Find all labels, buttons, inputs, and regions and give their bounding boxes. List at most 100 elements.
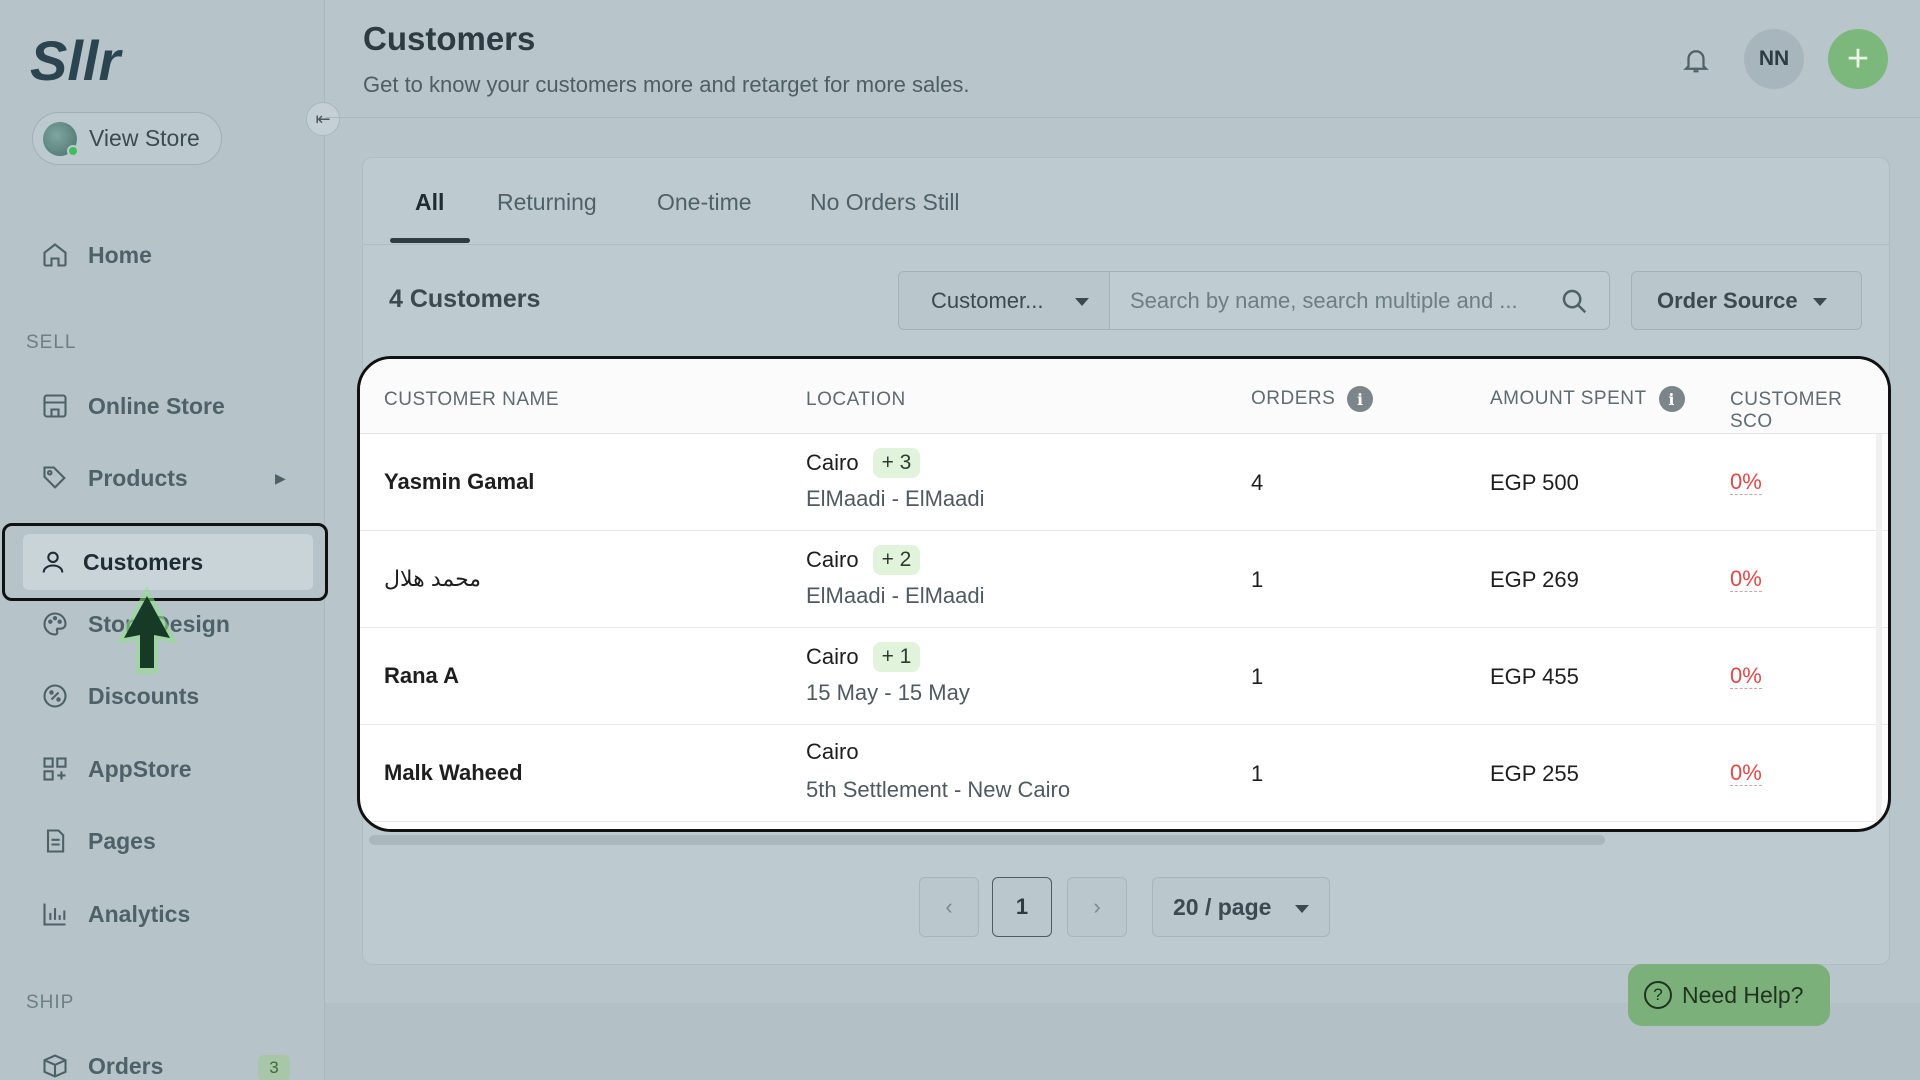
orders-count: 1 — [1251, 664, 1264, 689]
page-number-button[interactable]: 1 — [992, 877, 1052, 937]
page-icon — [38, 824, 72, 858]
customer-score[interactable]: 0% — [1730, 760, 1762, 786]
collapse-sidebar-button[interactable]: ⇤ — [306, 102, 340, 136]
per-page-value: 20 / page — [1173, 893, 1272, 920]
header-divider — [325, 117, 1920, 118]
sllr-logo[interactable]: Sllr — [30, 30, 160, 90]
expand-arrow-icon[interactable]: ▶ — [275, 470, 286, 486]
svg-text:Sllr: Sllr — [30, 30, 123, 90]
sidebar-item-customers-highlight: Customers — [2, 523, 328, 601]
sidebar-item-orders[interactable]: Orders — [38, 1041, 163, 1080]
discount-icon — [38, 679, 72, 713]
apps-icon — [38, 752, 72, 786]
customer-name[interactable]: Yasmin Gamal — [384, 469, 535, 494]
orders-count: 1 — [1251, 761, 1264, 786]
sidebar-item-products[interactable]: Products — [38, 453, 188, 503]
orders-count: 4 — [1251, 470, 1264, 495]
customer-name[interactable]: Rana A — [384, 663, 459, 688]
location-area: ElMaadi - ElMaadi — [806, 486, 985, 511]
column-header-orders[interactable]: ORDERS i — [1251, 386, 1374, 412]
collapse-icon: ⇤ — [315, 108, 331, 129]
sidebar-item-pages[interactable]: Pages — [38, 816, 156, 866]
amount-spent: EGP 255 — [1490, 761, 1579, 786]
sidebar-item-label: Home — [88, 241, 152, 268]
sidebar-item-home[interactable]: Home — [38, 230, 152, 280]
more-locations-chip[interactable]: + 1 — [872, 642, 921, 672]
sidebar-item-label: Pages — [88, 827, 156, 854]
view-store-label: View Store — [89, 125, 200, 151]
bell-icon — [1683, 50, 1709, 73]
sidebar-item-label: Analytics — [88, 900, 191, 927]
amount-spent: EGP 269 — [1490, 567, 1579, 592]
per-page-select[interactable]: 20 / page — [1152, 877, 1330, 937]
tab-all[interactable]: All — [415, 189, 445, 215]
chevron-right-icon: › — [1093, 894, 1101, 919]
table-row[interactable]: محمد هلال Cairo + 2 ElMaadi - ElMaadi 1 … — [360, 531, 1888, 628]
customer-name[interactable]: محمد هلال — [384, 566, 482, 591]
caret-down-icon — [1075, 298, 1089, 306]
search-icon[interactable] — [1559, 286, 1589, 316]
tab-one-time[interactable]: One-time — [657, 189, 752, 215]
table-row[interactable]: Yasmin Gamal Cairo + 3 ElMaadi - ElMaadi… — [360, 434, 1888, 531]
table-row[interactable]: Malk Waheed Cairo 5th Settlement - New C… — [360, 725, 1888, 822]
sidebar-item-online-store[interactable]: Online Store — [38, 381, 225, 431]
search-input[interactable]: Search by name, search multiple and ... — [1109, 271, 1610, 330]
notifications-button[interactable] — [1678, 42, 1714, 78]
page-title: Customers — [363, 20, 536, 57]
online-status-dot — [67, 144, 79, 157]
city-name: Cairo — [806, 450, 859, 475]
horizontal-scrollbar[interactable] — [369, 835, 1605, 845]
location-city: Cairo + 2 — [806, 545, 921, 575]
sidebar-item-customers[interactable]: Customers — [23, 534, 313, 590]
city-name: Cairo — [806, 547, 859, 572]
view-store-button[interactable]: View Store — [32, 112, 222, 165]
tab-returning[interactable]: Returning — [497, 189, 597, 215]
help-label: Need Help? — [1682, 981, 1804, 1008]
customer-filter-select[interactable]: Customer... — [898, 271, 1110, 330]
customers-count: 4 Customers — [389, 285, 541, 313]
tab-no-orders-still[interactable]: No Orders Still — [810, 189, 960, 215]
sidebar: Sllr View Store Home SELL Online Store P… — [0, 0, 328, 1080]
customer-score[interactable]: 0% — [1730, 566, 1762, 592]
table-row[interactable]: Rana A Cairo + 1 15 May - 15 May 1 EGP 4… — [360, 628, 1888, 725]
city-name: Cairo — [806, 739, 859, 764]
city-name: Cairo — [806, 644, 859, 669]
location-city: Cairo — [806, 739, 859, 765]
sidebar-item-discounts[interactable]: Discounts — [38, 671, 199, 721]
column-header-location[interactable]: LOCATION — [806, 389, 906, 410]
orders-count-badge: 3 — [258, 1055, 290, 1080]
prev-page-button[interactable]: ‹ — [919, 877, 979, 937]
location-city: Cairo + 3 — [806, 448, 921, 478]
add-button[interactable]: + — [1828, 29, 1888, 89]
customer-name[interactable]: Malk Waheed — [384, 760, 523, 785]
order-source-dropdown[interactable]: Order Source — [1631, 271, 1862, 330]
customers-table: CUSTOMER NAME LOCATION ORDERS i AMOUNT SP… — [357, 356, 1891, 832]
vertical-scrollbar[interactable] — [1876, 434, 1882, 829]
sidebar-item-label: Online Store — [88, 392, 225, 419]
more-locations-chip[interactable]: + 2 — [872, 545, 921, 575]
customer-score[interactable]: 0% — [1730, 469, 1762, 495]
info-icon[interactable]: i — [1347, 386, 1374, 412]
palette-icon — [38, 607, 72, 641]
pointer-cursor-icon — [116, 586, 178, 674]
column-header-customer-score[interactable]: CUSTOMER SCO — [1730, 389, 1843, 432]
customer-score[interactable]: 0% — [1730, 663, 1762, 689]
store-icon — [38, 389, 72, 423]
sidebar-item-analytics[interactable]: Analytics — [38, 889, 190, 939]
user-icon — [37, 546, 69, 578]
page-subtitle: Get to know your customers more and reta… — [363, 72, 970, 97]
orders-header-label: ORDERS — [1251, 388, 1336, 410]
need-help-button[interactable]: ? Need Help? — [1628, 964, 1830, 1026]
column-header-customer-name[interactable]: CUSTOMER NAME — [384, 389, 560, 410]
customer-tabs: All Returning One-time No Orders Still — [362, 157, 1890, 245]
sidebar-item-label: Customers — [83, 548, 204, 575]
sidebar-item-appstore[interactable]: AppStore — [38, 744, 192, 794]
user-avatar[interactable]: NN — [1744, 29, 1804, 89]
next-page-button[interactable]: › — [1067, 877, 1127, 937]
order-source-label: Order Source — [1657, 287, 1798, 313]
more-locations-chip[interactable]: + 3 — [872, 448, 921, 478]
info-icon[interactable]: i — [1658, 386, 1685, 412]
section-label-ship: SHIP — [26, 992, 75, 1013]
column-header-amount-spent[interactable]: AMOUNT SPENT i — [1490, 386, 1685, 412]
caret-down-icon — [1813, 298, 1827, 306]
